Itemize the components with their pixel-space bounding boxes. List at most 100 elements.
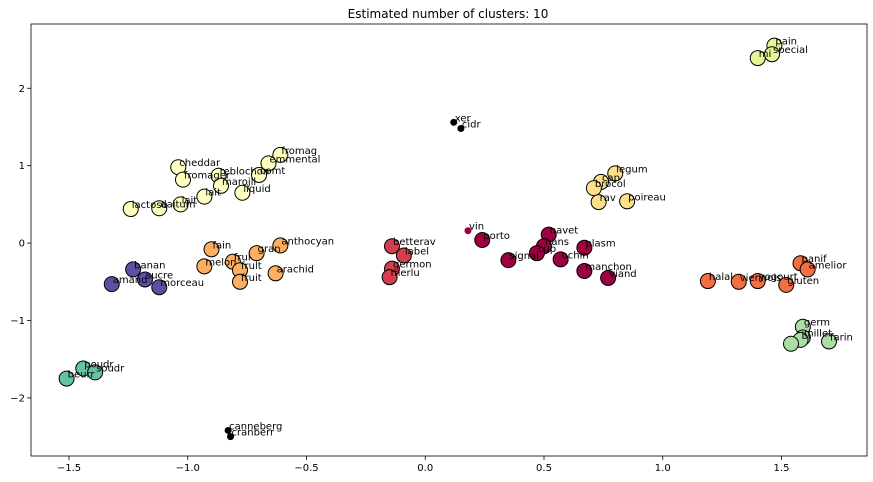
point-label: emmental bbox=[270, 154, 321, 165]
x-tick-label: 0.0 bbox=[417, 463, 433, 474]
cluster-point bbox=[196, 258, 213, 275]
x-tick-label: −1.5 bbox=[57, 463, 81, 474]
cluster-point bbox=[576, 239, 593, 256]
y-tick-label: −2 bbox=[10, 393, 25, 404]
point-label: label bbox=[405, 246, 429, 257]
cluster-point bbox=[251, 166, 267, 183]
y-tick-label: −1 bbox=[10, 316, 25, 327]
point-label: anthocyan bbox=[281, 236, 334, 247]
point-label: canneberg bbox=[229, 421, 282, 432]
point-label: mi bbox=[759, 49, 772, 60]
x-tick-label: −1.0 bbox=[176, 463, 200, 474]
cluster-point bbox=[103, 276, 120, 293]
cluster-point bbox=[500, 252, 517, 269]
point-label: porto bbox=[483, 231, 510, 242]
point-label: xer bbox=[455, 113, 472, 124]
cluster-point bbox=[125, 261, 142, 278]
outlier-point bbox=[450, 118, 458, 126]
point-label: lait bbox=[182, 195, 198, 206]
cluster-point bbox=[248, 245, 265, 262]
cluster-point bbox=[272, 237, 289, 254]
cluster-point bbox=[272, 146, 289, 163]
cluster-point bbox=[730, 273, 747, 290]
point-label: ochin bbox=[562, 250, 589, 261]
cluster-point bbox=[122, 201, 139, 218]
x-tick-label: 1.5 bbox=[774, 463, 790, 474]
point-label: reblochon bbox=[220, 167, 270, 178]
point-label: bl bbox=[802, 331, 811, 342]
point-label: yogourt bbox=[759, 272, 798, 283]
cluster-point bbox=[395, 247, 412, 264]
point-label: marojll bbox=[222, 177, 256, 188]
x-tick-label: −0.5 bbox=[294, 463, 318, 474]
cluster-point bbox=[619, 193, 636, 210]
cluster-point bbox=[384, 238, 400, 255]
outlier-point bbox=[227, 433, 234, 441]
point-label: cheddar bbox=[179, 158, 221, 169]
point-label: millet bbox=[804, 329, 832, 340]
point-label: liquid bbox=[243, 184, 270, 195]
point-label: hans bbox=[545, 237, 569, 248]
point-label: manchon bbox=[585, 262, 632, 273]
point-label: banan bbox=[134, 260, 165, 271]
point-label: fain bbox=[213, 240, 232, 251]
plot-area: −1.5 −1.0 −0.5 0.0 0.5 1.0 1.5 −2 −1 0 1 2 banansucr… bbox=[10, 37, 853, 474]
point-label: daitum bbox=[160, 199, 195, 210]
point-label: pain bbox=[775, 37, 797, 48]
cluster-point bbox=[213, 177, 229, 194]
cluster-point bbox=[528, 245, 545, 262]
point-label: betterav bbox=[393, 237, 436, 248]
point-label: amelior bbox=[809, 260, 848, 271]
point-label: legum bbox=[616, 164, 647, 175]
cluster-point bbox=[203, 241, 220, 258]
point-label: gran bbox=[258, 244, 281, 255]
point-label: special bbox=[773, 45, 808, 56]
y-tick-label: 1 bbox=[19, 161, 25, 172]
point-label: melon bbox=[205, 257, 236, 268]
cluster-point bbox=[137, 271, 153, 288]
cluster-point bbox=[260, 155, 277, 172]
cluster-point bbox=[552, 251, 569, 268]
cluster-point bbox=[381, 269, 398, 286]
point-label: merlu bbox=[391, 268, 420, 279]
y-tick-label: 0 bbox=[19, 239, 25, 250]
cluster-point bbox=[175, 171, 191, 188]
cluster-point bbox=[699, 273, 716, 290]
point-label: gluten bbox=[787, 276, 819, 287]
cluster-point bbox=[799, 261, 816, 278]
point-label: viand bbox=[609, 269, 637, 280]
cluster-point bbox=[196, 188, 213, 205]
point-label: navet bbox=[550, 226, 579, 237]
point-label: lactose bbox=[132, 200, 168, 211]
cluster-point bbox=[172, 196, 189, 213]
cluster-point bbox=[151, 279, 168, 296]
cluster-point bbox=[821, 333, 837, 350]
point-label: viennois bbox=[740, 273, 782, 284]
point-label: frui bbox=[234, 253, 251, 264]
point-label: fromag bbox=[281, 146, 317, 157]
cluster-point bbox=[58, 370, 75, 387]
x-tick-label: 1.0 bbox=[655, 463, 671, 474]
point-label: fromager bbox=[184, 171, 231, 182]
point-label: vin bbox=[469, 222, 484, 233]
cluster-point bbox=[87, 364, 104, 381]
cluster-point bbox=[590, 194, 607, 211]
cluster-point bbox=[749, 50, 766, 67]
point-label: cap bbox=[602, 173, 620, 184]
y-tick-label: 2 bbox=[19, 84, 25, 95]
point-label: beurr bbox=[68, 370, 96, 381]
point-label: cranberr bbox=[232, 428, 276, 439]
point-label: fruit bbox=[241, 273, 262, 284]
point-label: sucre bbox=[146, 270, 173, 281]
point-label: germ bbox=[804, 318, 830, 329]
cluster-point bbox=[232, 273, 248, 290]
point-label: germon bbox=[393, 260, 432, 271]
point-label: poireau bbox=[628, 192, 666, 203]
cluster-point bbox=[234, 184, 251, 201]
axes-frame bbox=[30, 23, 868, 457]
point-label: cup bbox=[538, 244, 556, 255]
point-label: soudr bbox=[96, 363, 125, 374]
cluster-point bbox=[749, 273, 766, 290]
